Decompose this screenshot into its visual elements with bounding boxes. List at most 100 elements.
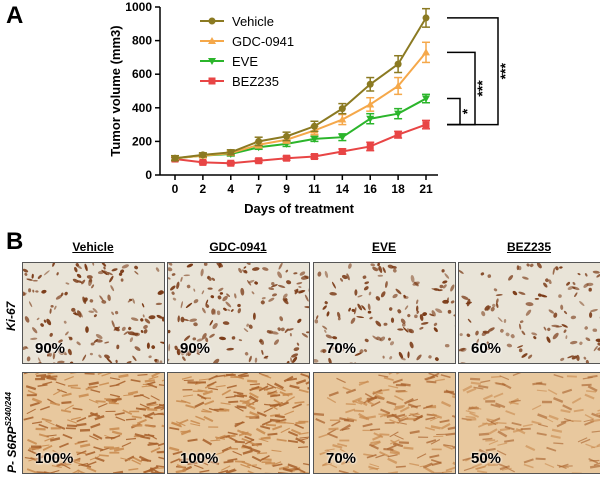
data-point <box>338 115 347 123</box>
legend-label: EVE <box>232 54 258 69</box>
data-point <box>394 81 403 89</box>
y-axis-label: Tumor volume (mm3) <box>108 25 123 156</box>
series-line <box>174 97 427 160</box>
legend-marker <box>208 17 216 25</box>
data-point <box>171 154 179 162</box>
significance-label: *** <box>474 80 490 97</box>
y-tick-label: 200 <box>132 134 152 148</box>
legend-label: BEZ235 <box>232 74 279 89</box>
x-tick-label: 0 <box>172 182 179 196</box>
data-point <box>394 110 403 118</box>
ihc-tile: 60% <box>458 262 600 364</box>
series-line <box>174 123 427 165</box>
significance-bracket <box>447 17 499 126</box>
tissue-texture <box>168 263 309 363</box>
row-label-text: P- S6RP <box>5 426 19 473</box>
ihc-tile: 50% <box>458 372 600 474</box>
legend-marker <box>208 58 216 65</box>
tissue-texture <box>314 373 455 473</box>
data-point <box>338 147 346 155</box>
tumor-volume-chart: 0 200 400 600 800 1000 0 2 4 7 9 11 14 16 18 21 Days of … <box>108 0 513 216</box>
tissue-texture <box>23 263 164 363</box>
data-point <box>394 131 402 139</box>
x-tick-label: 11 <box>308 182 321 196</box>
ihc-tile: 100% <box>167 372 310 474</box>
x-tick-label: 4 <box>227 182 234 196</box>
panel-a-label: A <box>6 2 24 29</box>
positivity-percentage: 90% <box>35 340 66 357</box>
data-point <box>310 122 318 130</box>
series-line <box>174 17 427 160</box>
positivity-percentage: 70% <box>326 340 357 357</box>
tissue-texture <box>314 263 455 363</box>
data-point <box>338 134 347 142</box>
data-point <box>310 135 319 143</box>
data-point <box>227 148 235 156</box>
data-point <box>338 105 346 113</box>
data-point <box>366 142 374 150</box>
data-point <box>422 95 430 103</box>
panel-b-label: B <box>6 228 24 255</box>
ihc-tile: 90% <box>22 262 165 364</box>
data-point <box>255 137 263 145</box>
tissue-texture <box>459 373 600 473</box>
data-point <box>199 151 207 159</box>
ihc-tile: 100% <box>22 372 165 474</box>
row-label-text: Ki-67 <box>4 301 18 331</box>
significance-label: * <box>459 108 475 114</box>
ihc-tile: 70% <box>313 372 456 474</box>
tissue-texture <box>168 373 309 473</box>
data-point <box>310 153 318 161</box>
data-point <box>283 132 291 140</box>
ihc-tile: 70% <box>313 262 456 364</box>
y-tick-label: 400 <box>132 101 152 115</box>
x-tick-label: 21 <box>419 182 433 196</box>
x-tick-label: 14 <box>336 182 350 196</box>
legend-label: Vehicle <box>232 14 274 29</box>
x-tick-label: 9 <box>283 182 290 196</box>
data-point <box>422 14 430 22</box>
data-point <box>199 158 207 166</box>
legend-marker <box>208 77 216 85</box>
positivity-percentage: 70% <box>326 450 357 467</box>
data-point <box>255 157 263 165</box>
significance-bracket <box>447 97 461 126</box>
x-tick-label: 2 <box>200 182 207 196</box>
legend-label: GDC-0941 <box>232 34 294 49</box>
row-label: Ki-67 <box>4 302 18 331</box>
column-header: GDC-0941 <box>209 240 267 254</box>
y-tick-label: 600 <box>132 67 152 81</box>
data-point <box>422 121 430 129</box>
positivity-percentage: 50% <box>471 450 502 467</box>
data-point <box>366 80 374 88</box>
tissue-texture <box>23 373 164 473</box>
x-tick-label: 18 <box>391 182 405 196</box>
tissue-texture <box>459 263 600 363</box>
x-tick-label: 16 <box>364 182 378 196</box>
data-point <box>366 100 375 108</box>
data-point <box>283 154 291 162</box>
row-label: P- S6RPS240/244 <box>4 392 19 473</box>
y-tick-label: 0 <box>145 168 152 182</box>
positivity-percentage: 60% <box>471 340 502 357</box>
significance-label: *** <box>497 63 513 80</box>
positivity-percentage: 100% <box>180 450 219 467</box>
data-point <box>227 159 235 167</box>
positivity-percentage: 90% <box>180 340 211 357</box>
ihc-tile: 90% <box>167 262 310 364</box>
data-point <box>422 48 430 56</box>
y-tick-label: 800 <box>132 34 152 48</box>
column-header: Vehicle <box>72 240 114 254</box>
x-tick-label: 7 <box>255 182 262 196</box>
row-label-superscript: S240/244 <box>4 392 13 427</box>
significance-bracket <box>447 51 476 126</box>
column-header: BEZ235 <box>506 240 552 254</box>
data-point <box>366 115 375 123</box>
data-point <box>394 60 402 68</box>
legend-marker <box>208 37 216 44</box>
column-header: EVE <box>371 240 396 254</box>
positivity-percentage: 100% <box>35 450 74 467</box>
x-axis-label: Days of treatment <box>244 201 354 216</box>
y-tick-label: 1000 <box>125 0 152 14</box>
